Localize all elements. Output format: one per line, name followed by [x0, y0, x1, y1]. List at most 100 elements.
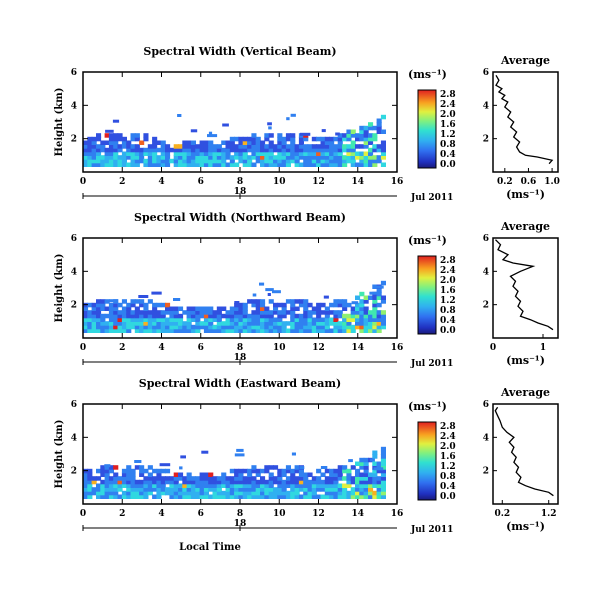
heatmap-cell	[216, 479, 222, 485]
heatmap-cell	[372, 324, 378, 330]
heatmap-cell	[159, 463, 171, 467]
heatmap-cell	[117, 136, 123, 142]
heatmap-cell	[380, 450, 386, 455]
heatmap-cell	[156, 328, 162, 333]
date-label: Jul 2011	[410, 193, 453, 203]
heatmap-cell	[380, 490, 386, 496]
heatmap-cell	[173, 162, 179, 167]
heatmap-cell	[363, 125, 369, 131]
heatmap-cell	[108, 465, 114, 470]
heatmap-cell	[169, 310, 175, 315]
heatmap-cell	[225, 494, 231, 499]
heatmap-cell	[277, 310, 283, 315]
heatmap-cell	[130, 151, 136, 156]
heatmap-cell	[372, 313, 378, 319]
heatmap-cell	[281, 310, 287, 315]
heatmap-cell	[121, 324, 127, 330]
heatmap-cell	[108, 490, 114, 496]
heatmap-cell	[342, 483, 348, 488]
heatmap-cell	[134, 317, 140, 322]
heatmap-cell	[294, 151, 300, 156]
heatmap-cell	[108, 306, 114, 311]
heatmap-cell	[91, 487, 97, 492]
heatmap-cell	[346, 144, 352, 149]
heatmap-cell	[225, 147, 231, 153]
heatmap-cell	[156, 476, 162, 481]
heatmap-cell	[238, 317, 244, 322]
heatmap-cell	[212, 324, 218, 330]
heatmap-cell	[203, 321, 209, 326]
heatmap-cell	[320, 472, 326, 477]
heatmap-cell	[294, 328, 300, 333]
heatmap-cell	[165, 487, 171, 492]
heatmap-cell	[277, 162, 283, 167]
heatmap-cell	[255, 136, 261, 142]
heatmap-cell	[234, 136, 240, 142]
heatmap-cell	[182, 490, 188, 496]
heatmap-cell	[290, 476, 296, 481]
heatmap-cell	[329, 147, 335, 153]
heatmap-cell	[376, 288, 382, 293]
heatmap-cell	[380, 299, 386, 304]
heatmap-cell	[121, 310, 127, 315]
heatmap-cell	[195, 328, 201, 333]
heatmap-cell	[298, 483, 304, 488]
heatmap-cell	[221, 158, 227, 164]
heatmap-cell	[311, 136, 317, 142]
heatmap-cell	[121, 328, 127, 333]
panel-2: Spectral Width (Northward Beam)0 2 4 6 8 10 12…	[54, 211, 559, 369]
heatmap-cell	[268, 140, 274, 145]
heatmap-cell	[234, 310, 240, 315]
heatmap-cell	[186, 487, 192, 492]
heatmap-cell	[113, 136, 119, 142]
heatmap-cell	[238, 144, 244, 149]
heatmap-cell	[303, 299, 309, 304]
heatmap-cell	[321, 129, 326, 133]
y-axis-label: Height (km)	[54, 420, 65, 489]
heatmap-cell	[104, 321, 110, 326]
heatmap-cell	[380, 313, 386, 319]
heatmap-cell	[290, 306, 296, 311]
heatmap-cell	[337, 321, 343, 326]
heatmap-cell	[117, 133, 123, 138]
heatmap-cell	[281, 313, 287, 319]
heatmap-cell	[260, 313, 266, 319]
heatmap-cell	[130, 476, 136, 481]
heatmap-cell	[100, 313, 106, 319]
heatmap-cell	[91, 140, 97, 145]
heatmap-cell	[255, 321, 261, 326]
heatmap-cell	[221, 490, 227, 496]
heatmap-cell	[109, 299, 119, 303]
heatmap-cell	[294, 155, 300, 160]
heatmap-cell	[247, 299, 253, 304]
heatmap-cell	[186, 140, 192, 145]
heatmap-cell	[108, 133, 114, 138]
heatmap-cell	[182, 494, 188, 499]
heatmap-cell	[208, 472, 214, 477]
heatmap-cell	[376, 494, 382, 499]
heatmap-cell	[234, 483, 240, 488]
heatmap-cell	[173, 472, 179, 477]
colorbar-tick-label: 0.0	[440, 492, 456, 502]
heatmap-cell	[324, 487, 330, 492]
heatmap-cell	[143, 479, 149, 485]
heatmap-cell	[251, 317, 257, 322]
colorbar-tick-label: 2.8	[440, 256, 456, 266]
heatmap-cell	[87, 324, 93, 330]
heatmap-cell	[311, 476, 317, 481]
heatmap-cell	[203, 324, 209, 330]
heatmap-cell	[96, 151, 102, 156]
heatmap-cell	[294, 313, 300, 319]
heatmap-cell	[290, 136, 296, 142]
heatmap-cell	[368, 122, 374, 127]
heatmap-cell	[290, 299, 296, 304]
heatmap-cell	[134, 494, 140, 499]
heatmap-cell	[342, 144, 348, 149]
heatmap-cell	[298, 299, 304, 304]
heatmap-cell	[290, 151, 296, 156]
heatmap-cell	[87, 313, 93, 319]
heatmap-cell	[368, 494, 374, 499]
heatmap-cell	[329, 144, 335, 149]
heatmap-cell	[372, 310, 378, 315]
heatmap-cell	[203, 151, 209, 156]
